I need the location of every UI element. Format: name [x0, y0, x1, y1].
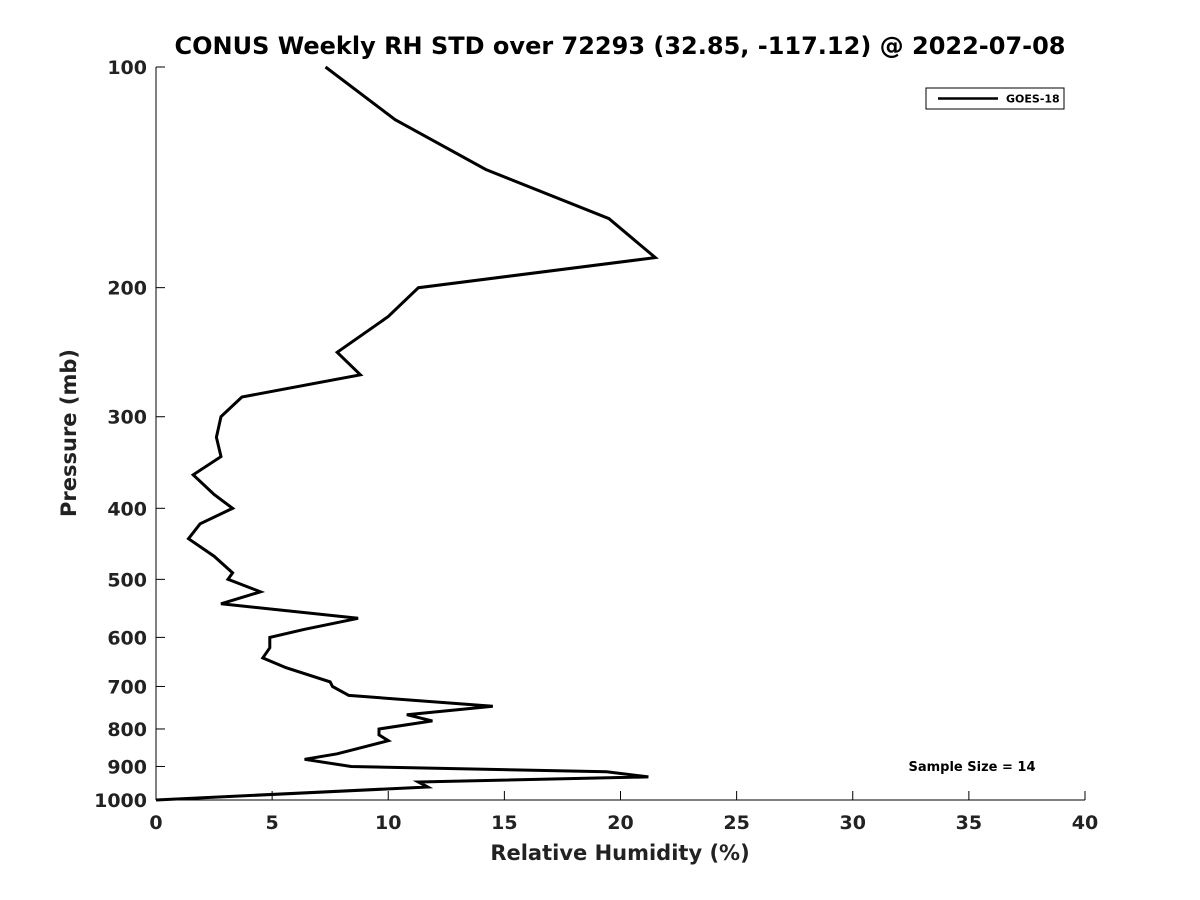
y-tick-label: 700 — [107, 676, 147, 698]
y-tick-label: 200 — [107, 278, 147, 300]
series-layer — [155, 65, 659, 802]
y-tick-label: 1000 — [94, 790, 147, 812]
y-axis-label: Pressure (mb) — [57, 349, 81, 517]
y-tick-label: 600 — [107, 627, 147, 649]
y-tick-label: 300 — [107, 407, 147, 429]
y-tick-label: 400 — [107, 498, 147, 520]
legend-label-goes-18: GOES-18 — [1006, 93, 1060, 106]
x-tick-label: 30 — [840, 812, 866, 834]
x-tick-label: 25 — [723, 812, 749, 834]
chart-title: CONUS Weekly RH STD over 72293 (32.85, -… — [174, 32, 1065, 60]
x-tick-label: 0 — [149, 812, 162, 834]
y-tick-label: 800 — [107, 719, 147, 741]
x-tick-label: 5 — [266, 812, 279, 834]
x-axis-label: Relative Humidity (%) — [490, 841, 749, 865]
x-tick-label: 15 — [491, 812, 517, 834]
x-tick-label: 35 — [956, 812, 982, 834]
plot-frame — [155, 67, 1085, 801]
x-tick-label: 20 — [607, 812, 633, 834]
y-tick-label: 500 — [107, 569, 147, 591]
x-ticks: 0 5 10 15 20 25 30 35 40 — [149, 791, 1098, 834]
y-tick-label: 100 — [107, 57, 147, 79]
sample-size-annotation: Sample Size = 14 — [908, 760, 1035, 775]
series-line-goes-18 — [155, 65, 659, 802]
y-ticks: 100 200 300 400 500 600 700 800 900 1000 — [94, 57, 165, 812]
x-tick-label: 40 — [1072, 812, 1098, 834]
x-tick-label: 10 — [375, 812, 401, 834]
y-tick-label: 900 — [107, 756, 147, 778]
legend: GOES-18 — [925, 87, 1065, 110]
